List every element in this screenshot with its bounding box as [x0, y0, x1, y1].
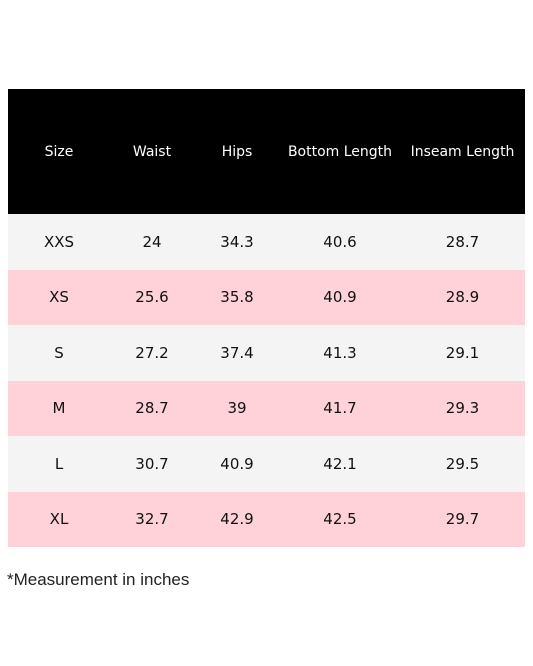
- size-chart-header: Size Waist Hips Bottom Length Inseam Len…: [8, 89, 525, 214]
- header-hips: Hips: [194, 89, 280, 214]
- cell-waist: 25.6: [110, 269, 194, 325]
- header-inseam-length: Inseam Length: [400, 89, 525, 214]
- cell-hips: 35.8: [194, 269, 280, 325]
- cell-bottom-length: 40.9: [280, 269, 400, 325]
- table-row-xl: XL 32.7 42.9 42.5 29.7: [8, 491, 525, 547]
- header-bottom-length: Bottom Length: [280, 89, 400, 214]
- cell-waist: 32.7: [110, 491, 194, 547]
- cell-waist: 30.7: [110, 436, 194, 492]
- header-row: Size Waist Hips Bottom Length Inseam Len…: [8, 89, 525, 214]
- cell-bottom-length: 42.5: [280, 491, 400, 547]
- cell-size: XL: [8, 491, 110, 547]
- cell-inseam-length: 29.3: [400, 380, 525, 436]
- cell-inseam-length: 28.7: [400, 214, 525, 270]
- cell-hips: 40.9: [194, 436, 280, 492]
- header-waist: Waist: [110, 89, 194, 214]
- cell-waist: 27.2: [110, 325, 194, 381]
- cell-waist: 28.7: [110, 380, 194, 436]
- table-row-xs: XS 25.6 35.8 40.9 28.9: [8, 269, 525, 325]
- cell-size: L: [8, 436, 110, 492]
- cell-bottom-length: 41.7: [280, 380, 400, 436]
- cell-inseam-length: 29.7: [400, 491, 525, 547]
- cell-bottom-length: 40.6: [280, 214, 400, 270]
- table-row-s: S 27.2 37.4 41.3 29.1: [8, 325, 525, 381]
- cell-inseam-length: 29.1: [400, 325, 525, 381]
- cell-bottom-length: 41.3: [280, 325, 400, 381]
- cell-bottom-length: 42.1: [280, 436, 400, 492]
- cell-waist: 24: [110, 214, 194, 270]
- table-row-m: M 28.7 39 41.7 29.3: [8, 380, 525, 436]
- header-size: Size: [8, 89, 110, 214]
- size-chart-table: Size Waist Hips Bottom Length Inseam Len…: [8, 89, 525, 547]
- cell-size: XS: [8, 269, 110, 325]
- measurement-footnote: *Measurement in inches: [7, 570, 190, 589]
- table-row-xxs: XXS 24 34.3 40.6 28.7: [8, 214, 525, 270]
- cell-hips: 42.9: [194, 491, 280, 547]
- cell-hips: 34.3: [194, 214, 280, 270]
- cell-inseam-length: 28.9: [400, 269, 525, 325]
- cell-hips: 37.4: [194, 325, 280, 381]
- cell-inseam-length: 29.5: [400, 436, 525, 492]
- table-row-l: L 30.7 40.9 42.1 29.5: [8, 436, 525, 492]
- cell-hips: 39: [194, 380, 280, 436]
- size-chart-body: XXS 24 34.3 40.6 28.7 XS 25.6 35.8 40.9 …: [8, 214, 525, 547]
- cell-size: XXS: [8, 214, 110, 270]
- cell-size: M: [8, 380, 110, 436]
- cell-size: S: [8, 325, 110, 381]
